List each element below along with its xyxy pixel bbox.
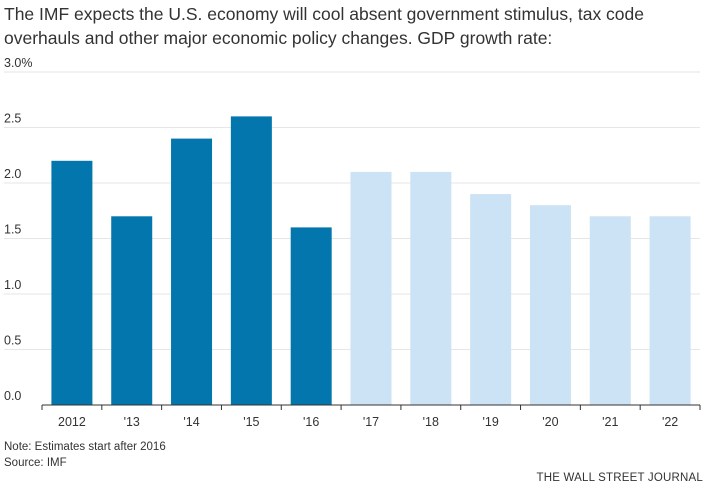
bar-estimate — [350, 171, 392, 405]
bar-estimate — [529, 205, 571, 405]
x-tick-label: '14 — [183, 415, 199, 429]
x-tick-label: '19 — [482, 415, 498, 429]
y-tick-label: 1.5 — [4, 223, 21, 237]
y-tick-label: 0.0 — [4, 389, 21, 403]
bar-actual — [111, 216, 153, 405]
bar-actual — [230, 116, 272, 406]
y-tick-label: 3.0% — [4, 56, 33, 70]
x-tick-label: '17 — [363, 415, 379, 429]
y-tick-label: 0.5 — [4, 334, 21, 348]
bar-estimate — [470, 194, 512, 405]
x-tick-label: 2012 — [58, 415, 86, 429]
publisher-credit: THE WALL STREET JOURNAL — [536, 472, 703, 484]
y-tick-label: 2.0 — [4, 167, 21, 181]
bar-actual — [171, 138, 213, 405]
x-tick-label: '20 — [542, 415, 558, 429]
chart-source: Source: IMF — [4, 457, 67, 469]
x-tick-label: '16 — [303, 415, 319, 429]
bar-estimate — [649, 216, 691, 405]
y-tick-label: 2.5 — [4, 112, 21, 126]
chart-note: Note: Estimates start after 2016 — [4, 441, 166, 453]
bar-actual — [290, 227, 332, 405]
x-tick-label: '18 — [423, 415, 439, 429]
y-tick-label: 1.0 — [4, 278, 21, 292]
bar-actual — [51, 160, 93, 405]
x-tick-label: '22 — [662, 415, 678, 429]
bar-estimate — [589, 216, 631, 405]
bar-estimate — [410, 171, 452, 405]
chart-headline: The IMF expects the U.S. economy will co… — [4, 4, 645, 48]
x-tick-label: '15 — [243, 415, 259, 429]
x-tick-label: '21 — [602, 415, 618, 429]
x-tick-label: '13 — [124, 415, 140, 429]
